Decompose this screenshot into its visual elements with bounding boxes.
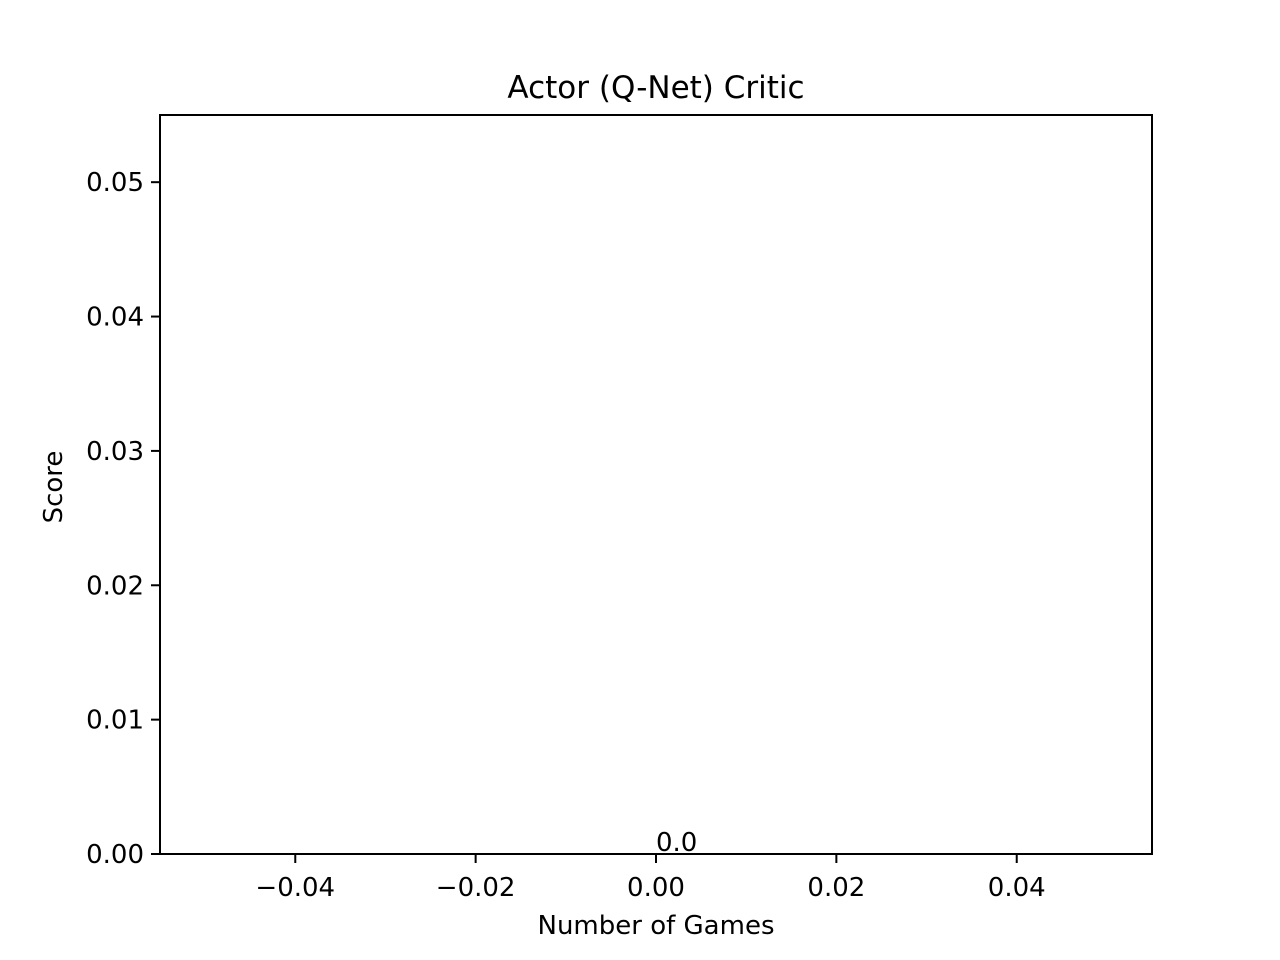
y-axis-label: Score	[39, 451, 69, 524]
series-layer: 0.0	[656, 828, 697, 858]
x-tick-label: −0.02	[436, 873, 516, 903]
y-tick-label: 0.02	[86, 571, 144, 601]
data-label: 0.0	[656, 828, 697, 858]
y-tick-label: 0.01	[86, 706, 144, 736]
chart-title: Actor (Q-Net) Critic	[507, 70, 804, 106]
plot-area	[159, 114, 1153, 855]
x-axis-label: Number of Games	[538, 911, 775, 941]
y-tick-label: 0.03	[86, 437, 144, 467]
y-tick-label: 0.04	[86, 303, 144, 333]
y-axis: 0.00 0.01 0.02 0.03 0.04 0.05	[86, 168, 160, 870]
x-tick-label: 0.02	[807, 873, 865, 903]
x-tick-label: 0.04	[988, 873, 1046, 903]
x-tick-label: −0.04	[255, 873, 335, 903]
x-tick-label: 0.00	[627, 873, 685, 903]
y-tick-label: 0.00	[86, 840, 144, 870]
x-axis: −0.04 −0.02 0.00 0.02 0.04	[255, 854, 1046, 903]
y-tick-label: 0.05	[86, 168, 144, 198]
